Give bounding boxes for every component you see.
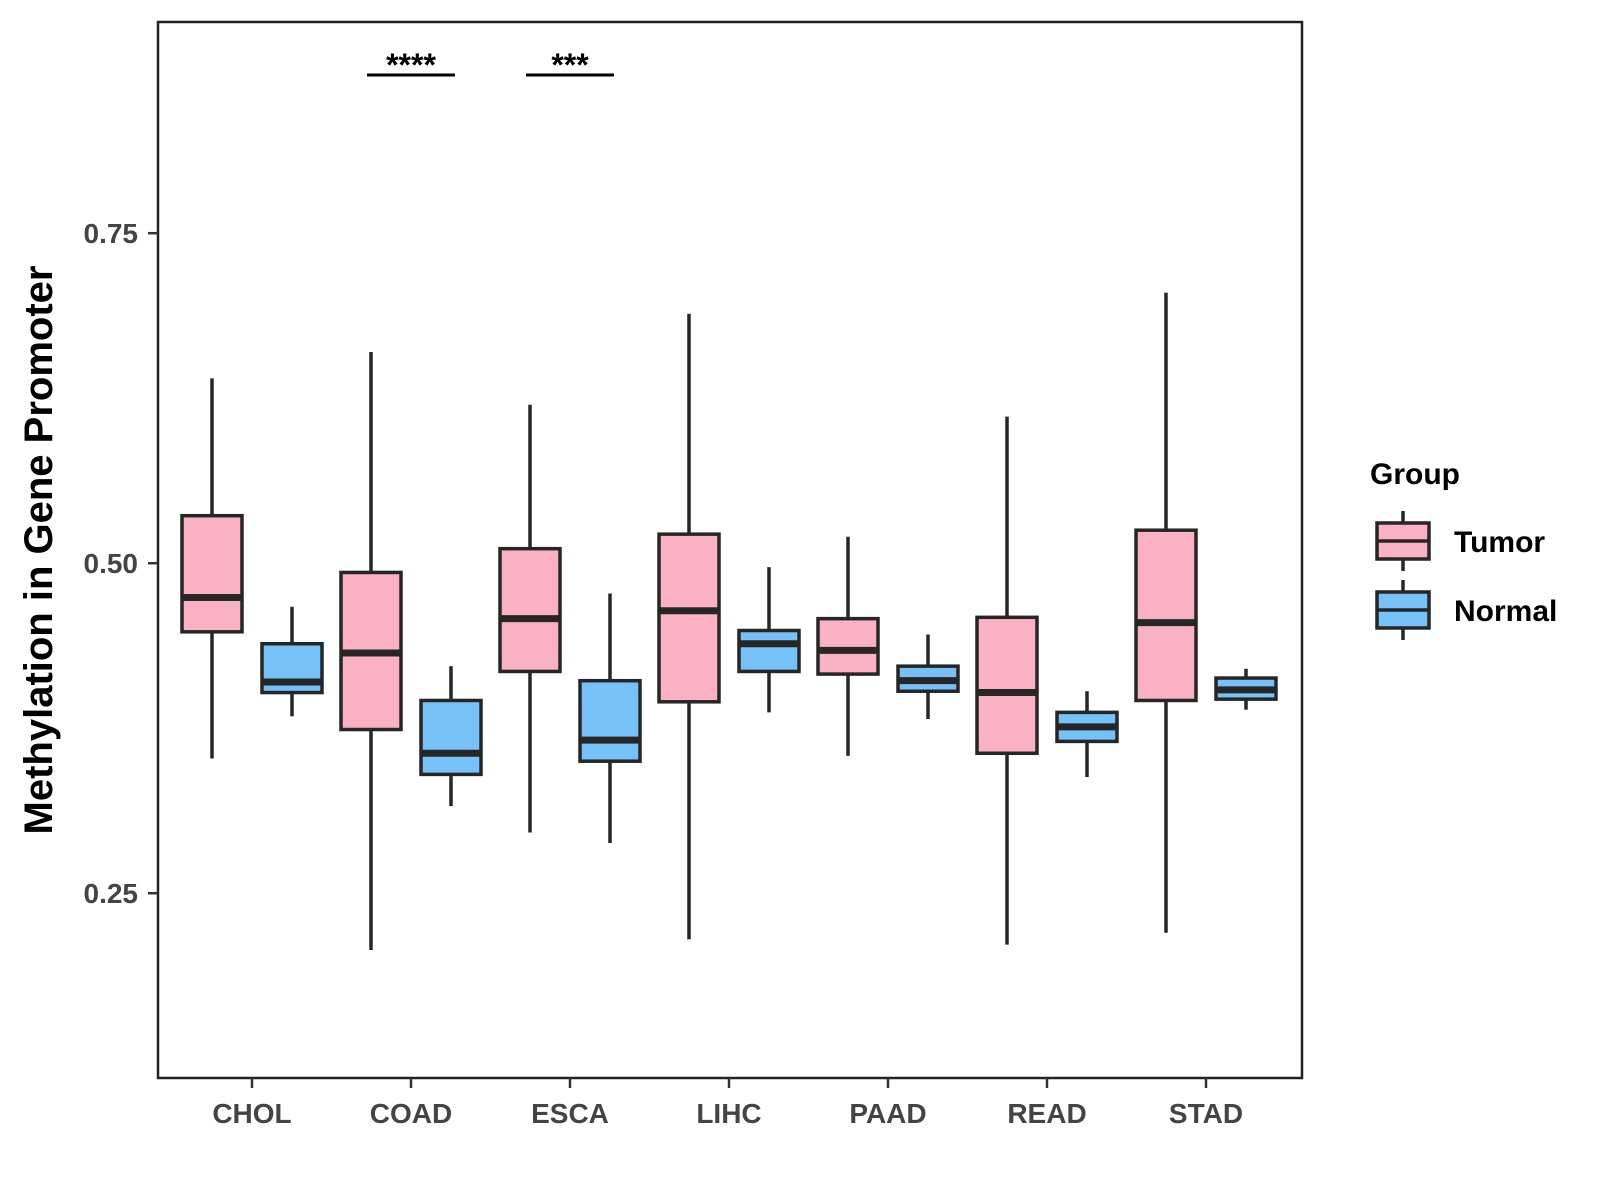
y-axis-title: Methylation in Gene Promoter [17,266,61,835]
box-normal-read [1055,691,1119,778]
box-tumor-read [975,416,1039,945]
box-tumor-lihc [657,313,721,940]
iqr-box [975,615,1039,756]
x-tick-label-stad: STAD [1169,1098,1243,1129]
iqr-box [578,678,642,763]
legend: Group Tumor Normal [1370,458,1557,640]
box-normal-coad [419,666,483,807]
box-tumor-paad [816,536,880,756]
significance-label: *** [551,47,589,83]
y-tick-label: 0.75 [84,218,139,249]
y-tick-label: 0.25 [84,878,139,909]
x-axis: CHOL COAD ESCA LIHC PAAD READ STAD [212,1078,1243,1129]
iqr-box [657,532,721,704]
box-normal-stad [1214,668,1278,710]
legend-title: Group [1370,458,1460,491]
legend-label-normal: Normal [1454,595,1557,628]
iqr-box [498,546,562,674]
box-normal-esca [578,593,642,844]
iqr-box [180,513,244,634]
box-normal-paad [896,634,960,719]
box-tumor-coad [339,352,403,950]
iqr-box [737,628,801,674]
significance-label: **** [386,47,436,83]
box-tumor-chol [180,378,244,759]
box-series [180,292,1278,950]
x-tick-label-lihc: LIHC [696,1098,761,1129]
x-tick-label-coad: COAD [370,1098,452,1129]
y-tick-label: 0.50 [84,548,139,579]
x-tick-label-read: READ [1007,1098,1086,1129]
box-tumor-stad [1134,292,1198,933]
x-tick-label-chol: CHOL [212,1098,291,1129]
box-tumor-esca [498,404,562,833]
box-normal-chol [260,606,324,717]
iqr-box [1134,528,1198,703]
x-tick-label-esca: ESCA [531,1098,609,1129]
box-normal-lihc [737,567,801,713]
legend-label-tumor: Tumor [1454,526,1545,559]
iqr-box [816,616,880,676]
plot-panel [156,20,1304,1080]
legend-key-tumor [1375,511,1431,571]
x-tick-label-paad: PAAD [849,1098,926,1129]
legend-key-normal [1375,580,1431,640]
y-axis: 0.25 0.50 0.75 [84,218,158,909]
significance-annotations: **** *** [367,47,614,83]
iqr-box [419,698,483,777]
